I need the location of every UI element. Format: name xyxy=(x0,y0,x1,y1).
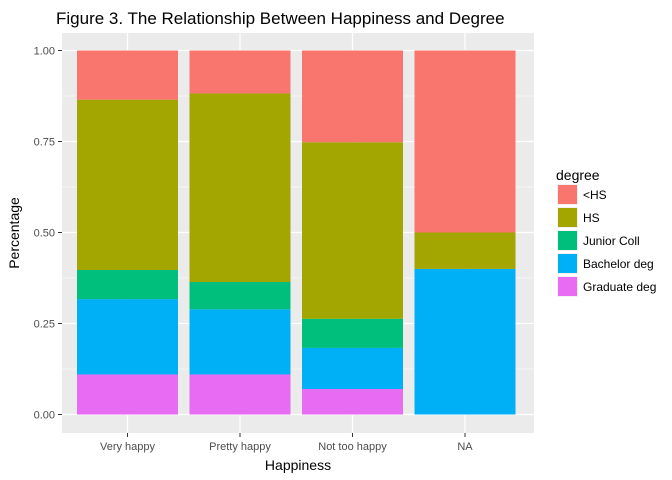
bar-segment xyxy=(77,299,178,375)
legend: degree <HS HS Junior Coll Bachelor deg Gradu… xyxy=(556,167,656,297)
x-axis-title: Happiness xyxy=(265,457,331,473)
bar-segment xyxy=(414,268,516,415)
x-tick-label: NA xyxy=(457,441,473,453)
bar-segment xyxy=(77,269,178,300)
legend-swatch xyxy=(558,208,577,227)
y-tick-label: 0.25 xyxy=(34,319,55,331)
bar-segment xyxy=(302,389,403,415)
legend-title: degree xyxy=(556,167,600,183)
y-tick-label: 0.50 xyxy=(34,228,55,240)
legend-swatch xyxy=(558,254,577,273)
legend-label: Bachelor deg xyxy=(583,257,654,271)
y-tick-label: 0.00 xyxy=(34,410,55,422)
bar-segment xyxy=(189,93,291,283)
y-axis-title: Percentage xyxy=(6,197,22,269)
bar-segment xyxy=(77,99,178,270)
bars-layer xyxy=(77,50,516,415)
bar-segment xyxy=(189,282,291,310)
x-tick-label: Pretty happy xyxy=(209,441,271,453)
x-axis: Very happy Pretty happy Not too happy NA xyxy=(100,433,473,453)
bar-segment xyxy=(77,50,178,100)
bar-segment xyxy=(189,50,291,94)
bar-segment xyxy=(414,232,516,269)
bar-segment xyxy=(302,347,403,390)
y-axis: 0.00 0.25 0.50 0.75 1.00 xyxy=(34,46,62,422)
legend-swatch xyxy=(558,277,577,296)
bar-segment xyxy=(414,50,516,233)
legend-swatch xyxy=(558,185,577,204)
bar-segment xyxy=(77,374,178,415)
legend-label: HS xyxy=(583,211,600,225)
legend-label: Junior Coll xyxy=(583,234,640,248)
bar-segment xyxy=(189,374,291,415)
bar-segment xyxy=(302,142,403,319)
bar-segment xyxy=(302,318,403,348)
legend-swatch xyxy=(558,231,577,250)
legend-label: Graduate deg xyxy=(583,280,656,294)
x-tick-label: Not too happy xyxy=(318,441,387,453)
y-tick-label: 1.00 xyxy=(34,46,55,58)
bar-segment xyxy=(189,309,291,375)
legend-label: <HS xyxy=(583,188,607,202)
x-tick-label: Very happy xyxy=(100,441,156,453)
bar-segment xyxy=(302,50,403,143)
y-tick-label: 0.75 xyxy=(34,137,55,149)
chart-title: Figure 3. The Relationship Between Happi… xyxy=(56,9,505,28)
